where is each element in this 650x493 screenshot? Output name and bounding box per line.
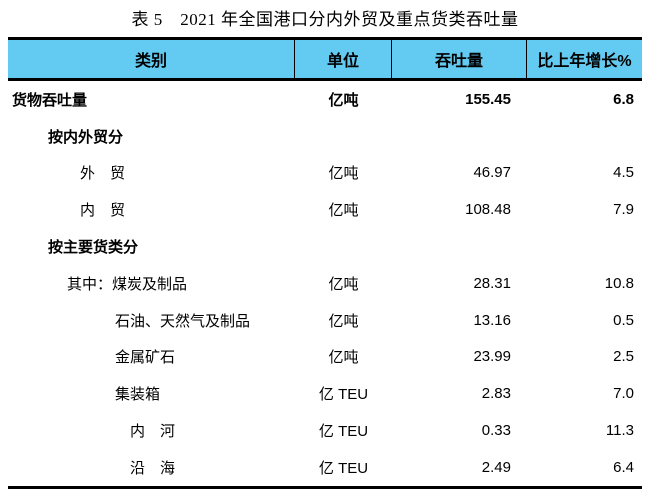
row-label: 金属矿石 [115,349,176,367]
row-unit: 亿 TEU [318,423,369,441]
row-growth: 10.8 [604,274,634,292]
table-body: 货物吞吐量 亿吨 155.45 6.8 按内外贸分 外 贸 亿吨 46.97 4… [8,81,642,489]
row-value: 2.49 [481,458,511,476]
table-row: 金属矿石 亿吨 23.99 2.5 [8,339,642,376]
row-value: 108.48 [465,201,511,219]
row-growth: 7.0 [613,385,634,403]
table-row: 内 贸 亿吨 108.48 7.9 [8,191,642,228]
row-unit: 亿 TEU [318,386,369,404]
table-row: 外 贸 亿吨 46.97 4.5 [8,155,642,192]
row-value: 0.33 [481,422,511,440]
row-unit: 亿吨 [328,202,359,220]
table-header-row: 类别 单位 吞吐量 比上年增长% [8,37,642,81]
row-growth: 6.4 [613,458,634,476]
row-label: 外 贸 [80,165,126,183]
row-label: 内 河 [130,423,176,441]
row-value: 155.45 [465,90,511,108]
table-row: 按内外贸分 [8,118,642,155]
row-label: 按内外贸分 [48,128,124,146]
table-row: 石油、天然气及制品 亿吨 13.16 0.5 [8,302,642,339]
row-label: 按主要货类分 [48,239,139,257]
table-row: 集装箱 亿 TEU 2.83 7.0 [8,375,642,412]
row-growth: 7.9 [613,201,634,219]
row-label: 内 贸 [80,202,126,220]
table-row: 沿 海 亿 TEU 2.49 6.4 [8,449,642,486]
row-label: 石油、天然气及制品 [115,312,251,330]
col-header-unit: 单位 [295,40,392,78]
row-label: 沿 海 [130,459,176,477]
row-growth: 4.5 [613,164,634,182]
row-label: 集装箱 [115,386,161,404]
col-header-growth: 比上年增长% [537,53,632,70]
row-unit: 亿吨 [328,312,359,330]
row-unit: 亿吨 [328,349,359,367]
row-value: 2.83 [481,385,511,403]
row-growth: 6.8 [613,90,634,108]
row-value: 23.99 [473,348,511,366]
row-growth: 11.3 [605,422,634,440]
table-title: 表 5 2021 年全国港口分内外贸及重点货类吞吐量 [131,10,519,29]
row-growth: 2.5 [613,348,634,366]
row-value: 13.16 [473,311,511,329]
row-unit: 亿 TEU [318,459,369,477]
row-label: 其中：煤炭及制品 [67,275,188,293]
throughput-table: 类别 单位 吞吐量 比上年增长% 货物吞吐量 亿吨 155.45 6.8 按内外… [8,37,642,489]
row-label: 货物吞吐量 [12,91,88,109]
row-growth: 0.5 [613,311,634,329]
row-unit: 亿吨 [328,91,359,109]
table-row: 按主要货类分 [8,228,642,265]
row-unit: 亿吨 [328,165,359,183]
row-value: 46.97 [473,164,511,182]
row-value: 28.31 [473,274,511,292]
table-row: 其中：煤炭及制品 亿吨 28.31 10.8 [8,265,642,302]
col-header-throughput: 吞吐量 [392,40,527,78]
col-header-category: 类别 [8,40,295,78]
row-unit: 亿吨 [328,275,359,293]
table-row: 内 河 亿 TEU 0.33 11.3 [8,412,642,449]
table-row: 货物吞吐量 亿吨 155.45 6.8 [8,81,642,118]
